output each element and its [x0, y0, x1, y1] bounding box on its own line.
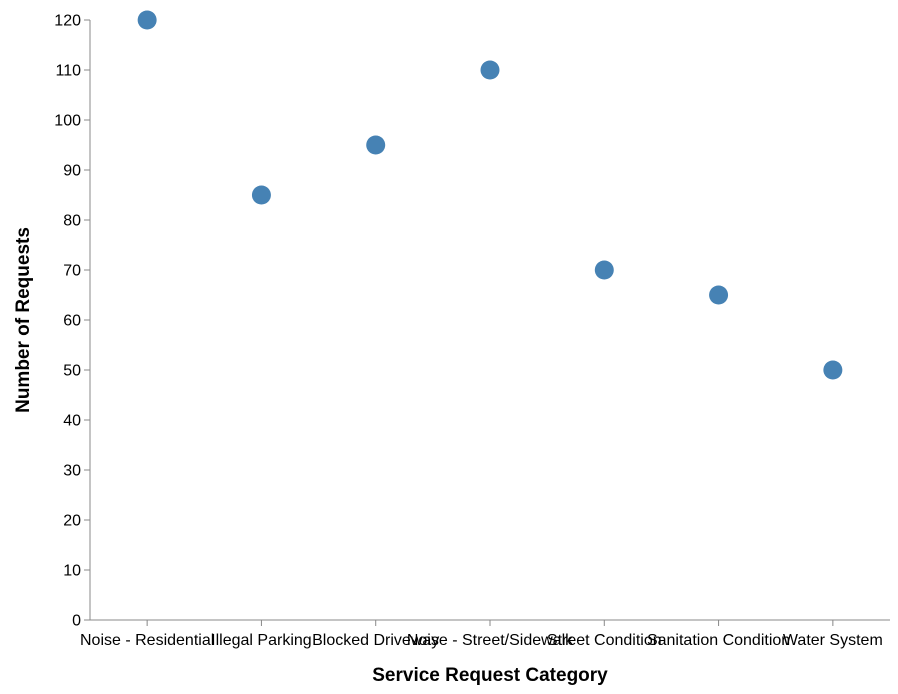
x-tick-label: Illegal Parking [211, 632, 312, 649]
y-tick-label: 100 [54, 113, 81, 130]
y-tick-label: 90 [63, 163, 81, 180]
x-tick-label: Sanitation Condition [647, 632, 790, 649]
data-point[interactable] [251, 185, 271, 205]
x-axis-title: Service Request Category [372, 665, 608, 686]
x-tick-label: Noise - Street/Sidewalk [407, 632, 574, 649]
x-tick-label: Blocked Driveway [312, 632, 439, 649]
y-tick-label: 110 [55, 63, 81, 80]
data-point[interactable] [366, 135, 386, 155]
y-tick-label: 20 [63, 513, 81, 530]
y-tick-label: 30 [63, 463, 81, 480]
data-point[interactable] [823, 360, 843, 380]
y-tick-label: 50 [63, 363, 81, 380]
y-axis: 0 10 20 30 40 50 60 70 80 90 100 110 120 [54, 13, 91, 630]
x-tick-label: Noise - Residential [80, 632, 214, 649]
x-tick-label: Street Condition [547, 632, 662, 649]
data-points [137, 10, 843, 380]
data-point[interactable] [594, 260, 614, 280]
data-point[interactable] [709, 285, 729, 305]
y-tick-label: 40 [63, 413, 81, 430]
data-point[interactable] [137, 10, 157, 30]
data-point[interactable] [480, 60, 500, 80]
y-axis-title: Number of Requests [13, 227, 34, 413]
y-tick-label: 60 [63, 313, 81, 330]
y-tick-label: 0 [72, 613, 81, 630]
x-tick-label: Water System [783, 632, 883, 649]
y-tick-label: 120 [54, 13, 81, 30]
y-tick-label: 70 [63, 263, 81, 280]
y-tick-label: 10 [63, 563, 81, 580]
y-tick-label: 80 [63, 213, 81, 230]
